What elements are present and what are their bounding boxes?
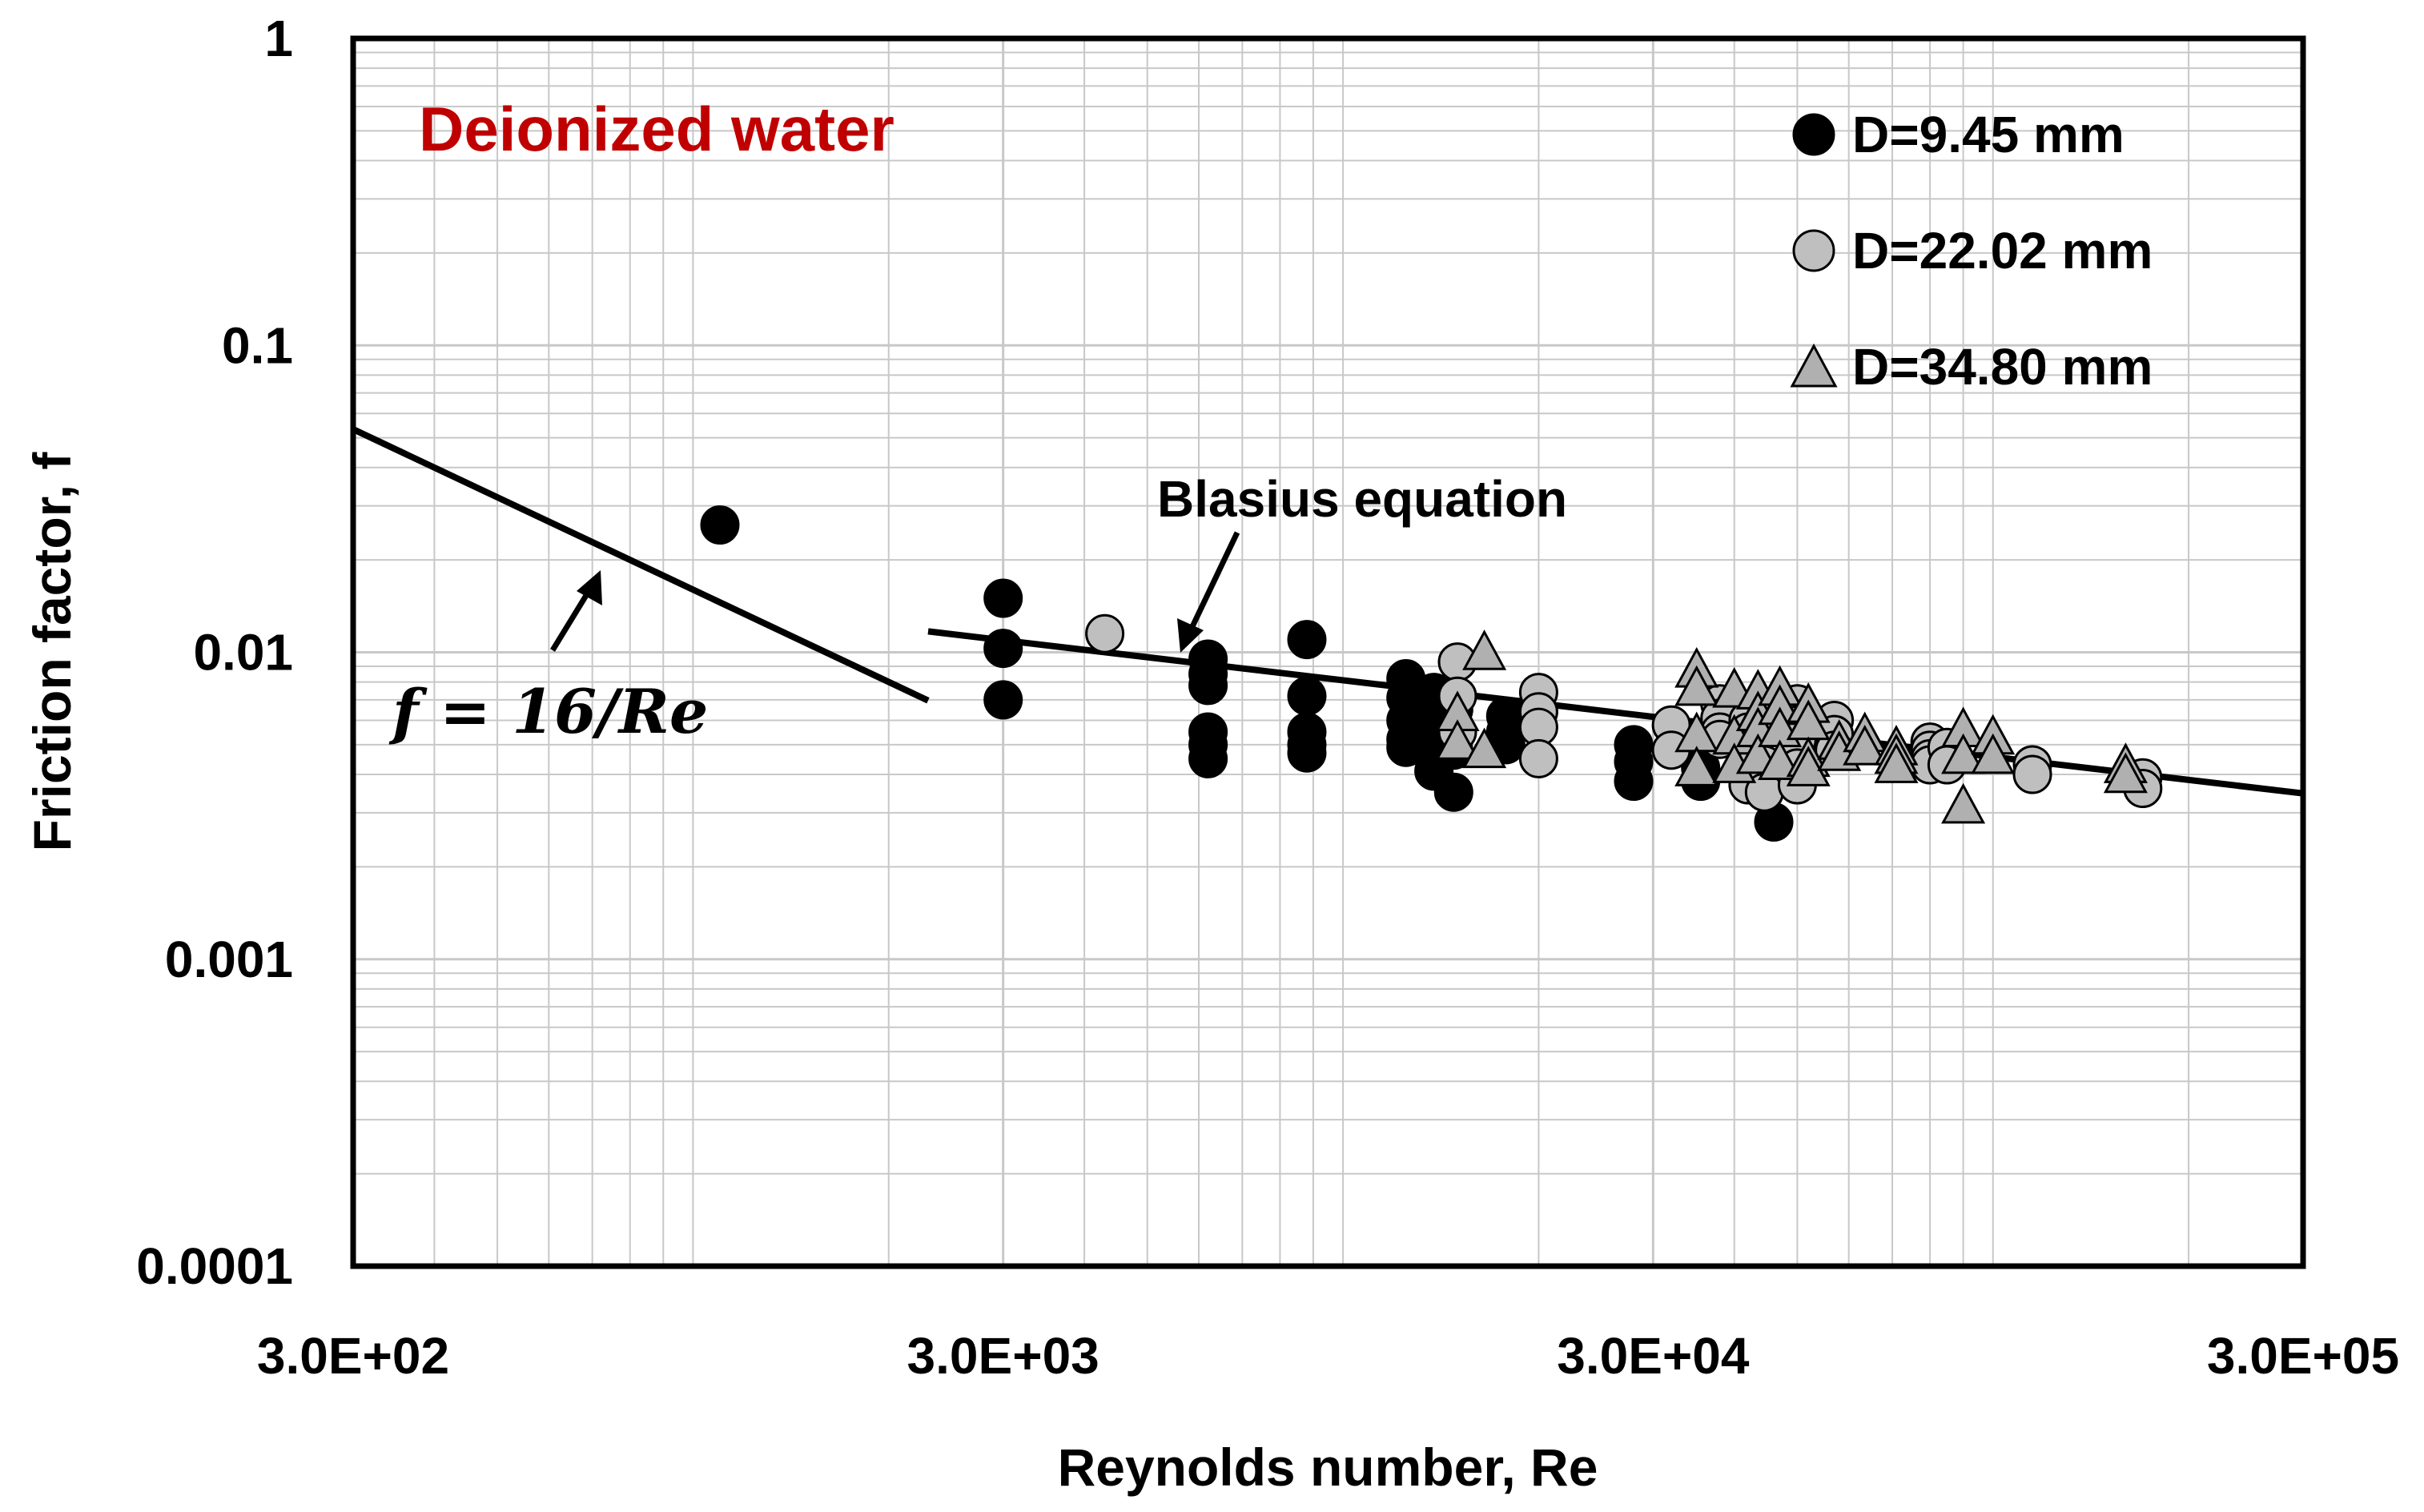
- x-tick-label: 3.0E+05: [2207, 1327, 2399, 1385]
- blasius-line: [927, 628, 2304, 797]
- y-tick-label: 0.001: [165, 931, 293, 988]
- laminar-arrow-shaft: [550, 585, 594, 652]
- data-point-series-1: [983, 578, 1023, 618]
- x-tick-label: 3.0E+03: [907, 1327, 1099, 1385]
- data-point-series-3: [1758, 739, 1803, 780]
- blasius-label: Blasius equation: [1157, 470, 1567, 528]
- data-point-series-1: [1287, 676, 1327, 716]
- legend-marker-d945: [1792, 113, 1835, 156]
- data-point-series-1: [700, 505, 740, 545]
- data-point-series-3: [1674, 665, 1719, 706]
- x-tick-label: 3.0E+04: [1557, 1327, 1750, 1385]
- legend: D=9.45 mm D=22.02 mm D=34.80 mm: [1790, 106, 2153, 396]
- y-tick-label: 1: [264, 10, 293, 67]
- data-point-series-3: [2103, 752, 2148, 794]
- data-point-series-1: [1287, 733, 1327, 773]
- data-point-series-3: [1843, 724, 1887, 766]
- data-point-series-3: [1874, 742, 1919, 783]
- data-point-series-1: [1188, 738, 1228, 778]
- data-point-series-2: [1518, 738, 1558, 778]
- legend-label-d3480: D=34.80 mm: [1852, 338, 2153, 396]
- laminar-arrow-head: [577, 570, 602, 605]
- data-point-series-1: [1614, 762, 1654, 801]
- data-point-series-3: [1941, 782, 1986, 824]
- data-point-series-1: [983, 680, 1023, 720]
- reference-curves: [352, 426, 2304, 797]
- laminar-line: [352, 426, 930, 704]
- x-axis-title: Reynolds number, Re: [1058, 1438, 1598, 1497]
- data-point-series-1: [1188, 666, 1228, 706]
- y-axis-title: Friction factor, f: [22, 452, 82, 852]
- data-point-series-3: [1674, 746, 1719, 786]
- data-point-series-3: [1786, 746, 1831, 786]
- y-tick-label: 0.01: [193, 624, 293, 682]
- data-point-series-3: [1462, 629, 1507, 670]
- chart-title: Deionized water: [419, 94, 894, 164]
- data-point-series-1: [983, 629, 1023, 669]
- y-tick-label: 0.0001: [136, 1237, 293, 1295]
- data-point-series-1: [1287, 620, 1327, 660]
- laminar-equation-label: f = 16/Re: [388, 676, 708, 747]
- legend-label-d945: D=9.45 mm: [1852, 106, 2125, 163]
- x-tick-label: 3.0E+02: [257, 1327, 449, 1385]
- data-point-series-3: [1971, 733, 2016, 774]
- data-point-series-2: [1085, 613, 1125, 653]
- data-point-series-2: [2012, 754, 2052, 794]
- legend-marker-d3480: [1790, 343, 1838, 388]
- data-point-series-3: [1462, 727, 1507, 769]
- data-point-series-3: [1435, 719, 1480, 760]
- blasius-arrow-head: [1177, 618, 1204, 653]
- data-point-series-1: [1433, 772, 1473, 812]
- blasius-arrow-shaft: [1184, 531, 1240, 638]
- data-points: [700, 505, 2163, 842]
- y-tick-labels: 1 0.1 0.01 0.001 0.0001: [136, 10, 293, 1295]
- x-tick-labels: 3.0E+02 3.0E+03 3.0E+04 3.0E+05: [257, 1327, 2399, 1385]
- legend-marker-d2202: [1792, 229, 1835, 272]
- y-tick-label: 0.1: [222, 316, 293, 374]
- plot-area-frame: [350, 35, 2306, 1269]
- legend-label-d2202: D=22.02 mm: [1852, 222, 2153, 279]
